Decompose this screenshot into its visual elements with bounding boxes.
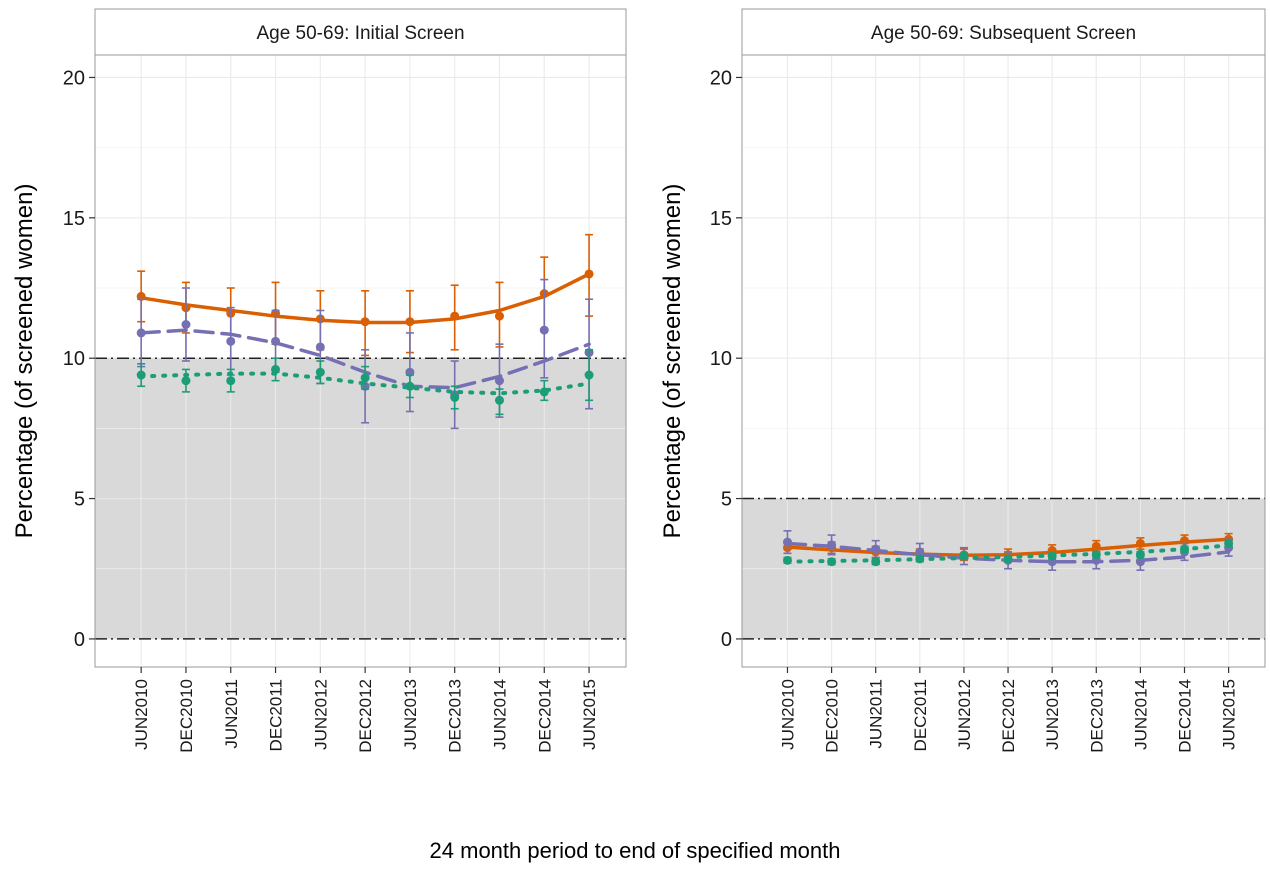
- y-tick-label: 0: [74, 629, 85, 651]
- y-tick-label: 10: [63, 348, 85, 370]
- x-tick-label: DEC2012: [356, 679, 375, 753]
- x-tick-label: DEC2011: [267, 679, 286, 751]
- data-point: [782, 555, 792, 565]
- x-tick-label: JUN2015: [1220, 679, 1239, 750]
- y-tick-label: 0: [721, 629, 732, 651]
- y-axis-title: Percentage (of screened women): [659, 184, 686, 539]
- x-tick-label: DEC2013: [1087, 679, 1106, 753]
- data-point: [959, 551, 969, 561]
- x-axis-title: 24 month period to end of specified mont…: [429, 838, 841, 863]
- data-point: [584, 269, 594, 279]
- data-point: [136, 370, 146, 380]
- data-point: [494, 395, 504, 405]
- y-tick-label: 15: [710, 208, 732, 230]
- x-tick-label: JUN2015: [580, 679, 599, 750]
- data-point: [226, 376, 236, 386]
- data-point: [181, 376, 191, 386]
- x-tick-label: JUN2013: [1043, 679, 1062, 750]
- x-tick-label: JUN2011: [222, 679, 241, 749]
- data-point: [871, 544, 881, 554]
- x-tick-label: DEC2012: [999, 679, 1018, 753]
- y-tick-label: 20: [710, 67, 732, 89]
- panel-border: [741, 54, 1266, 668]
- series-dotted: [136, 348, 594, 416]
- data-point: [827, 540, 837, 550]
- series-dotted: [782, 538, 1234, 567]
- data-point: [226, 336, 236, 346]
- y-axis-title: Percentage (of screened women): [11, 184, 38, 539]
- y-tick-label: 10: [710, 348, 732, 370]
- data-point: [827, 557, 837, 567]
- data-point: [360, 317, 370, 327]
- x-tick-label: DEC2010: [177, 679, 196, 753]
- data-point: [915, 554, 925, 564]
- facet-title: Age 50-69: Initial Screen: [256, 23, 464, 44]
- y-tick-label: 15: [63, 208, 85, 230]
- data-point: [1180, 544, 1190, 554]
- data-point: [136, 328, 146, 338]
- data-point: [915, 547, 925, 557]
- x-tick-label: JUN2013: [401, 679, 420, 750]
- x-tick-label: JUN2012: [311, 679, 330, 750]
- x-tick-label: JUN2014: [490, 679, 509, 750]
- panel-border: [94, 54, 627, 668]
- facet-title: Age 50-69: Subsequent Screen: [871, 23, 1136, 44]
- data-point: [450, 392, 460, 402]
- data-point: [1091, 550, 1101, 560]
- x-tick-label: DEC2014: [1176, 679, 1195, 753]
- data-point: [871, 557, 881, 567]
- data-point: [1135, 538, 1145, 548]
- x-tick-label: JUN2011: [867, 679, 886, 749]
- y-tick-label: 20: [63, 67, 85, 89]
- data-point: [539, 325, 549, 335]
- data-point: [782, 537, 792, 547]
- data-point: [1135, 557, 1145, 567]
- x-tick-label: JUN2010: [132, 679, 151, 750]
- fit-line: [139, 371, 592, 396]
- y-tick-label: 5: [74, 489, 85, 511]
- data-point: [494, 311, 504, 321]
- data-point: [1047, 551, 1057, 561]
- data-point: [1135, 550, 1145, 560]
- panel-2: Age 50-69: Subsequent Screen 0 5 10 15 20 JUN2…: [659, 8, 1266, 753]
- data-point: [405, 317, 415, 327]
- data-point: [1091, 541, 1101, 551]
- data-point: [494, 376, 504, 386]
- x-tick-label: DEC2011: [911, 679, 930, 751]
- panel-1: Age 50-69: Initial Screen 0 5 10 15 20 JUN2010…: [11, 8, 627, 753]
- x-tick-label: DEC2013: [446, 679, 465, 753]
- data-point: [315, 367, 325, 377]
- data-point: [271, 364, 281, 374]
- x-tick-label: JUN2010: [778, 679, 797, 750]
- x-tick-label: DEC2014: [535, 679, 554, 753]
- x-tick-label: JUN2014: [1131, 679, 1150, 750]
- x-tick-label: JUN2012: [955, 679, 974, 750]
- y-tick-label: 5: [721, 489, 732, 511]
- x-tick-label: DEC2010: [823, 679, 842, 753]
- facet-strip: [94, 8, 627, 56]
- facet-strip: [741, 8, 1266, 56]
- data-point: [450, 311, 460, 321]
- data-point: [315, 342, 325, 352]
- data-point: [405, 381, 415, 391]
- data-point: [1003, 554, 1013, 564]
- data-point: [360, 373, 370, 383]
- data-point: [539, 387, 549, 397]
- data-point: [584, 370, 594, 380]
- data-point: [271, 336, 281, 346]
- data-point: [181, 320, 191, 330]
- data-point: [1224, 538, 1234, 548]
